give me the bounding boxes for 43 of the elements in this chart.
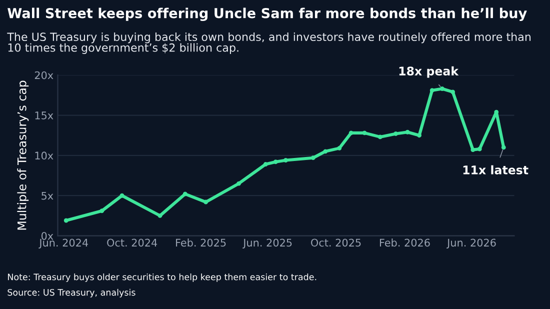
annotation: 11x latest	[463, 165, 528, 174]
point	[236, 181, 242, 186]
x-tick-label: Oct. 2025	[311, 238, 361, 247]
point	[501, 145, 506, 150]
point	[158, 213, 162, 218]
x-tick-label: Feb. 2026	[380, 238, 430, 247]
text: Note: Treasury buys older securities to help keep them easier to trade.	[8, 273, 316, 282]
point	[348, 130, 354, 136]
x-tick-label: Jun. 2024	[38, 238, 88, 249]
y-tick-label: 10x	[35, 152, 54, 160]
y-tick-label: 15x	[35, 112, 54, 120]
point	[64, 218, 68, 223]
point	[430, 88, 434, 93]
point	[405, 130, 410, 134]
point	[284, 158, 288, 162]
point	[100, 208, 104, 214]
point	[310, 156, 316, 160]
point	[337, 146, 342, 150]
x-tick-label: Feb. 2025	[176, 238, 226, 247]
point	[323, 149, 328, 154]
point	[477, 146, 482, 152]
x-tick-label: Jun. 2026	[446, 238, 496, 249]
source-note: Source: US Treasury, analysis	[8, 288, 136, 298]
x-tick-label: Oct. 2024	[107, 238, 158, 247]
point	[440, 86, 444, 91]
chart-title: Wall Street keeps offering Uncle Sam far more bonds than he’ll buy	[8, 8, 527, 22]
y-tick-label: 0x	[41, 232, 54, 240]
chart-subtitle: The US Treasury is buying back its own bonds, and investors have routinely offered more than 10 times the government’s $2 billion cap.	[7, 32, 531, 54]
point	[417, 133, 422, 138]
point	[450, 90, 456, 94]
y-axis-title: Multiple of Treasury’s cap	[17, 80, 29, 230]
point	[273, 160, 278, 164]
point	[120, 193, 124, 198]
point	[362, 130, 367, 136]
point	[263, 162, 268, 166]
point	[182, 192, 188, 196]
point	[470, 148, 476, 152]
y-tick-label: 5x	[42, 192, 54, 200]
annotation: 18x peak	[399, 66, 459, 78]
y-tick-label: 20x	[34, 71, 54, 80]
x-tick-label: Jun. 2025	[242, 238, 292, 249]
point	[204, 200, 208, 204]
point	[378, 134, 382, 140]
